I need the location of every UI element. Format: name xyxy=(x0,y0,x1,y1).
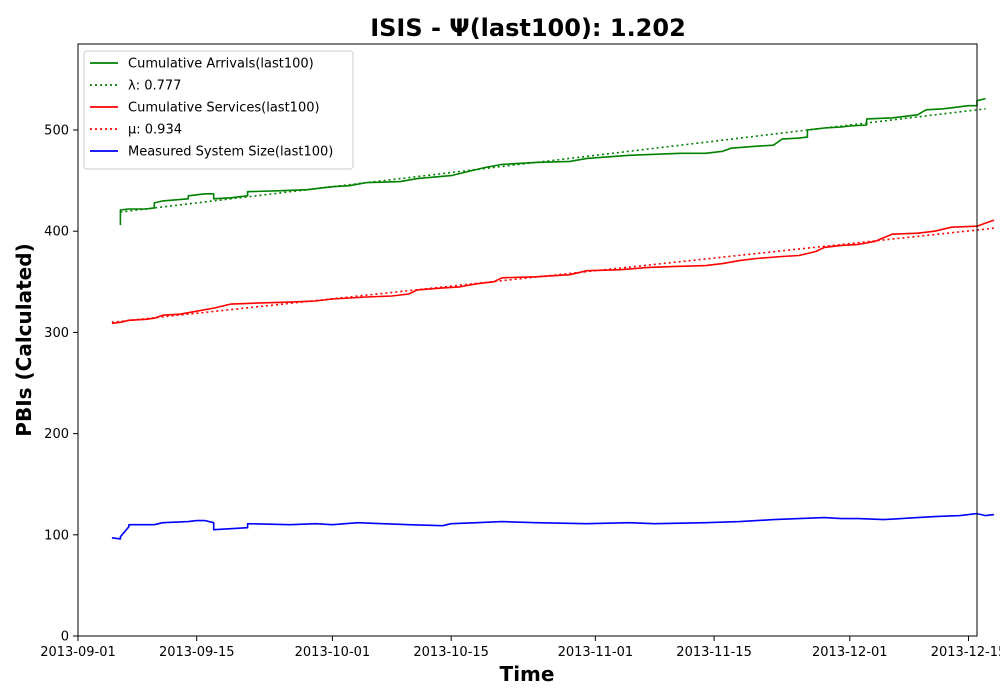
x-axis: 2013-09-01 2013-09-15 2013-10-01 2013-10-15… xyxy=(40,636,1000,660)
series-line-5-measured-system-size-last100 xyxy=(111,512,995,540)
legend: Cumulative Arrivals(last100) λ: 0.777 Cumu… xyxy=(83,50,354,170)
y-tick-label: 500 xyxy=(44,124,69,139)
x-tick-label: 2013-11-15 xyxy=(676,645,752,660)
x-tick-label: 2013-10-15 xyxy=(413,645,489,660)
x-tick-label: 2013-12-01 xyxy=(812,645,888,660)
x-tick-label: 2013-11-01 xyxy=(558,645,634,660)
plot-area xyxy=(111,97,995,540)
legend-label: Cumulative Services(last100) xyxy=(128,101,320,116)
series-line-3-cumulative-services-last100 xyxy=(111,219,995,325)
series-line-1-cumulative-arrivals-last100 xyxy=(119,97,986,226)
x-axis-label: Time xyxy=(500,662,555,686)
y-tick-label: 300 xyxy=(44,326,69,341)
y-axis: 0 100 200 300 400 500 xyxy=(44,124,78,645)
series-line-2-0-777 xyxy=(120,108,986,213)
plot-frame xyxy=(77,43,978,637)
x-tick-label: 2013-12-15 xyxy=(931,645,1000,660)
x-tick-label: 2013-10-01 xyxy=(295,645,371,660)
y-tick-label: 400 xyxy=(44,225,69,240)
legend-label: Cumulative Arrivals(last100) xyxy=(128,57,314,72)
y-tick-label: 100 xyxy=(44,528,69,543)
chart-title: ISIS - Ψ(last100): 1.202 xyxy=(370,14,686,42)
x-tick-label: 2013-09-01 xyxy=(40,645,116,660)
x-tick-label: 2013-09-15 xyxy=(159,645,235,660)
legend-label: μ: 0.934 xyxy=(128,123,182,138)
y-tick-label: 0 xyxy=(61,630,69,645)
y-tick-label: 200 xyxy=(44,427,69,442)
legend-label: λ: 0.777 xyxy=(128,79,181,94)
legend-label: Measured System Size(last100) xyxy=(128,145,333,160)
y-axis-label: PBIs (Calculated) xyxy=(12,243,36,436)
legend-box xyxy=(83,50,354,170)
